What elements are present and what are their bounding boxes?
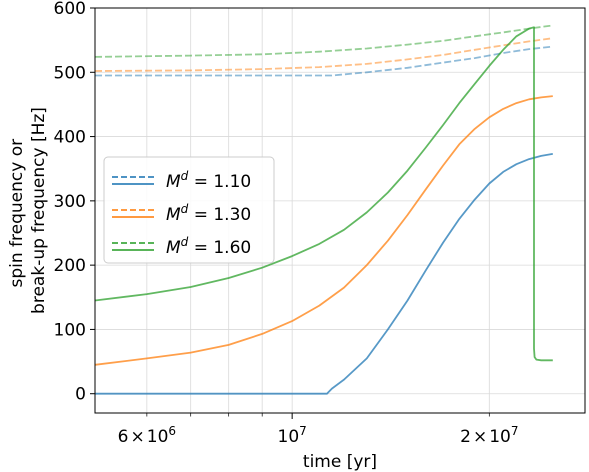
x-minor-tick-label: 2 × 107 bbox=[460, 424, 518, 447]
spin-frequency-line bbox=[94, 95, 553, 366]
y-tick-label: 500 bbox=[54, 63, 86, 83]
plot-frame bbox=[94, 7, 586, 414]
legend-label: Md = 1.10 bbox=[166, 169, 251, 192]
legend-label: Md = 1.60 bbox=[166, 235, 251, 258]
y-tick-label: 200 bbox=[54, 256, 86, 276]
x-minor-tick-label: 6 × 106 bbox=[118, 424, 176, 447]
legend-label: Md = 1.30 bbox=[166, 202, 251, 225]
spin-frequency-line bbox=[94, 26, 553, 362]
spin-frequency-line bbox=[95, 153, 553, 395]
break-up-frequency-line bbox=[95, 45, 553, 77]
series-group bbox=[94, 24, 553, 395]
y-tick-label: 300 bbox=[54, 192, 86, 212]
y-tick-label: 100 bbox=[54, 320, 86, 340]
y-tick-label: 0 bbox=[75, 385, 86, 405]
ticks: 0 100 200 300 400 500 600 107 6 × 106 2 × 107 bbox=[54, 0, 519, 447]
y-tick-label: 400 bbox=[54, 128, 86, 148]
x-axis-label: time [yr] bbox=[303, 452, 377, 472]
x-tick-label: 107 bbox=[278, 424, 307, 447]
y-axis-label-line-2: break-up frequency [Hz] bbox=[29, 107, 49, 314]
break-up-frequency-line bbox=[94, 37, 553, 72]
legend: Md = 1.10 Md = 1.30 Md = 1.60 bbox=[103, 156, 275, 264]
y-axis-label: spin frequency or break-up frequency [Hz… bbox=[7, 107, 49, 314]
break-up-frequency-line bbox=[94, 24, 553, 58]
y-tick-label: 600 bbox=[54, 0, 86, 19]
y-axis-label-line-1: spin frequency or bbox=[7, 139, 27, 288]
